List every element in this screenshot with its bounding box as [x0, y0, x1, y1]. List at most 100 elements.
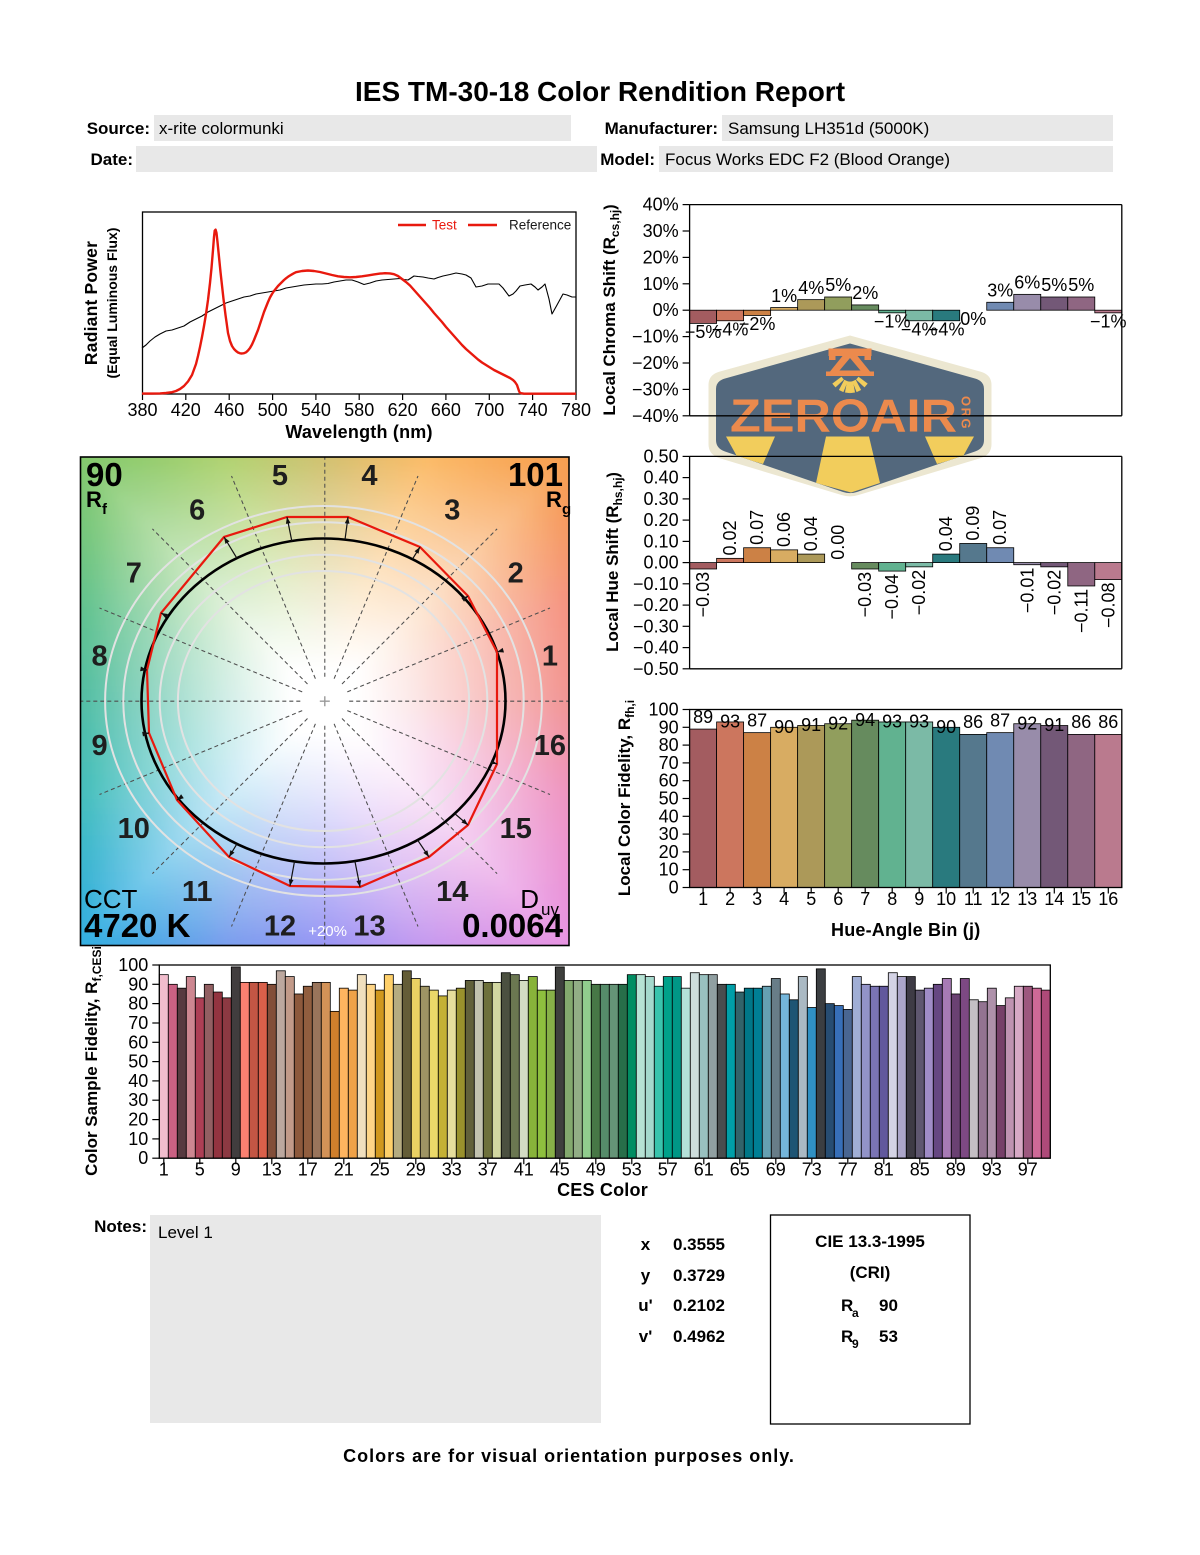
svg-text:0: 0	[669, 878, 679, 898]
svg-text:1%: 1%	[771, 286, 797, 306]
svg-text:Colors are for visual orientat: Colors are for visual orientation purpos…	[343, 1446, 795, 1466]
svg-text:5%: 5%	[1068, 275, 1094, 295]
svg-text:CES Color: CES Color	[557, 1180, 648, 1200]
svg-text:540: 540	[301, 400, 331, 420]
svg-text:57: 57	[658, 1160, 678, 1180]
svg-text:11: 11	[182, 876, 213, 908]
svg-text:x-rite colormunki: x-rite colormunki	[159, 119, 284, 138]
svg-text:30%: 30%	[643, 221, 679, 241]
svg-text:3: 3	[752, 889, 762, 909]
svg-text:14: 14	[1044, 889, 1064, 909]
svg-text:0.20: 0.20	[644, 510, 679, 530]
svg-text:70: 70	[128, 1013, 148, 1033]
svg-text:2: 2	[725, 889, 735, 909]
svg-text:16: 16	[1098, 889, 1118, 909]
svg-text:0%: 0%	[653, 300, 679, 320]
svg-text:Date:: Date:	[90, 150, 133, 169]
svg-text:u': u'	[638, 1296, 652, 1315]
svg-text:3: 3	[444, 494, 460, 526]
svg-text:0.00: 0.00	[644, 553, 679, 573]
svg-text:41: 41	[514, 1160, 534, 1180]
svg-text:15: 15	[1071, 889, 1091, 909]
svg-text:13: 13	[262, 1160, 282, 1180]
svg-text:780: 780	[561, 400, 591, 420]
svg-text:−0.03: −0.03	[693, 572, 713, 618]
svg-text:93: 93	[882, 712, 902, 732]
svg-text:700: 700	[474, 400, 504, 420]
svg-text:CIE 13.3-1995: CIE 13.3-1995	[815, 1232, 925, 1251]
svg-text:0%: 0%	[960, 309, 986, 329]
svg-text:Manufacturer:: Manufacturer:	[605, 119, 718, 138]
svg-text:ORG: ORG	[959, 396, 974, 430]
svg-text:92: 92	[828, 713, 848, 733]
svg-text:92: 92	[1017, 713, 1037, 733]
svg-text:−0.03: −0.03	[855, 572, 875, 618]
svg-text:a: a	[852, 1306, 859, 1320]
svg-text:740: 740	[518, 400, 548, 420]
svg-text:85: 85	[910, 1160, 930, 1180]
svg-text:620: 620	[388, 400, 418, 420]
svg-text:Level 1: Level 1	[158, 1223, 213, 1242]
svg-text:500: 500	[258, 400, 288, 420]
svg-text:−0.30: −0.30	[633, 616, 679, 636]
svg-text:29: 29	[406, 1160, 426, 1180]
svg-text:0.04: 0.04	[936, 516, 956, 551]
svg-text:5: 5	[195, 1160, 205, 1180]
svg-text:13: 13	[1017, 889, 1037, 909]
svg-text:−30%: −30%	[632, 379, 679, 399]
svg-text:−0.02: −0.02	[1044, 570, 1064, 616]
svg-text:100: 100	[118, 955, 148, 975]
svg-text:90: 90	[774, 717, 794, 737]
svg-text:Notes:: Notes:	[94, 1217, 147, 1236]
svg-text:8: 8	[887, 889, 897, 909]
svg-text:+20%: +20%	[308, 923, 347, 940]
svg-text:−0.10: −0.10	[633, 574, 679, 594]
svg-text:5%: 5%	[1041, 275, 1067, 295]
svg-text:9: 9	[852, 1337, 859, 1351]
svg-text:60: 60	[128, 1032, 148, 1052]
svg-text:10%: 10%	[643, 274, 679, 294]
svg-text:−40%: −40%	[632, 406, 679, 426]
svg-text:90: 90	[879, 1296, 898, 1315]
svg-text:−2%: −2%	[739, 314, 776, 334]
svg-text:91: 91	[1044, 715, 1064, 735]
svg-text:5%: 5%	[825, 275, 851, 295]
svg-text:0.00: 0.00	[828, 525, 848, 560]
svg-text:Test: Test	[432, 218, 457, 233]
svg-text:x: x	[641, 1235, 651, 1254]
svg-text:1: 1	[542, 641, 558, 673]
svg-text:660: 660	[431, 400, 461, 420]
svg-text:53: 53	[622, 1160, 642, 1180]
svg-text:12: 12	[264, 910, 296, 942]
svg-text:0.4962: 0.4962	[673, 1327, 725, 1346]
svg-text:40: 40	[128, 1071, 148, 1091]
svg-text:0.09: 0.09	[963, 506, 983, 541]
svg-text:v': v'	[639, 1327, 653, 1346]
svg-text:15: 15	[500, 813, 532, 845]
svg-text:73: 73	[802, 1160, 822, 1180]
svg-text:13: 13	[353, 910, 385, 942]
svg-text:580: 580	[344, 400, 374, 420]
svg-text:93: 93	[720, 712, 740, 732]
svg-text:0.50: 0.50	[644, 446, 679, 466]
svg-text:91: 91	[801, 715, 821, 735]
svg-text:65: 65	[730, 1160, 750, 1180]
svg-text:−0.50: −0.50	[633, 659, 679, 679]
svg-text:−1%: −1%	[1090, 312, 1127, 332]
svg-text:11: 11	[964, 889, 983, 909]
svg-text:1: 1	[698, 889, 708, 909]
svg-text:80: 80	[128, 994, 148, 1014]
svg-text:−0.02: −0.02	[909, 570, 929, 616]
svg-text:0.04: 0.04	[801, 516, 821, 551]
svg-text:9: 9	[92, 730, 108, 762]
svg-text:5: 5	[272, 460, 288, 492]
svg-text:Model:: Model:	[600, 150, 655, 169]
svg-text:−10%: −10%	[632, 327, 679, 347]
svg-text:86: 86	[1098, 712, 1118, 732]
svg-text:14: 14	[436, 876, 468, 908]
svg-text:10: 10	[118, 813, 150, 845]
svg-text:2: 2	[508, 558, 524, 590]
svg-text:86: 86	[963, 712, 983, 732]
svg-text:Hue-Angle Bin (j): Hue-Angle Bin (j)	[831, 920, 980, 940]
svg-text:0.07: 0.07	[747, 510, 767, 545]
